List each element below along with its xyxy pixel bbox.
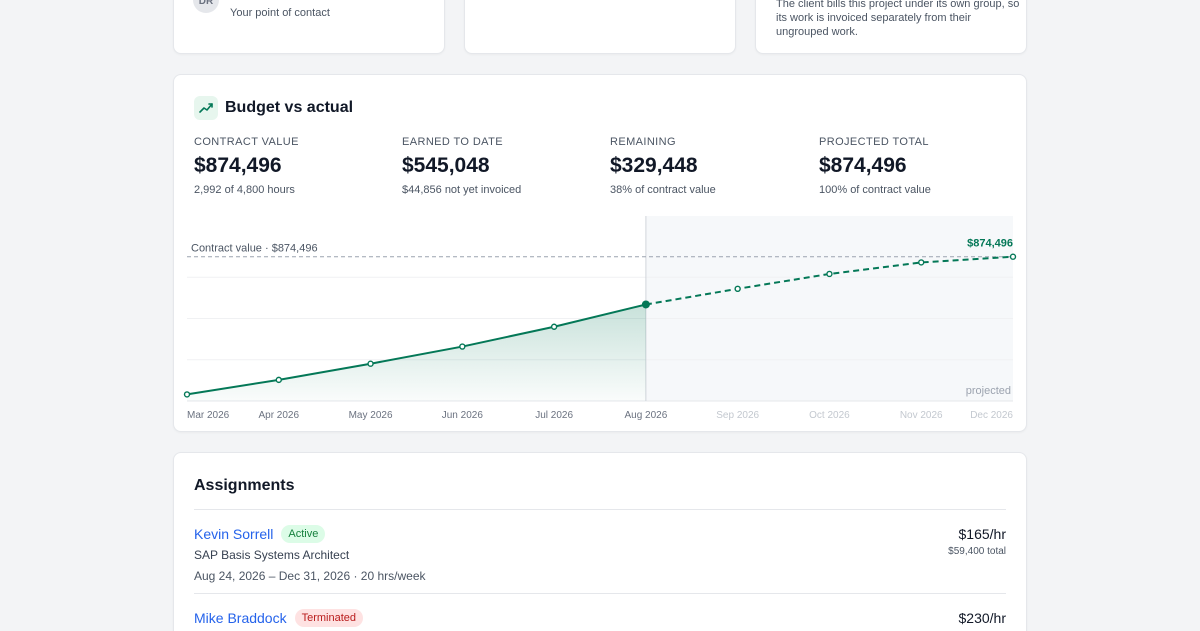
projected-point [826, 270, 833, 278]
data-point [459, 343, 466, 350]
data-point [367, 360, 374, 367]
data-point [275, 376, 282, 384]
stat-remaining: REMAINING $329,448 38% of contract value [610, 136, 716, 196]
hourly-rate: $230/hr [958, 610, 1006, 626]
projected-point [734, 285, 741, 293]
contact-subtitle: Your point of contact [230, 7, 330, 19]
rate-total: $59,400 total [948, 546, 1006, 557]
divider [194, 509, 1006, 510]
billing-group-card: The client bills this project under its … [755, 0, 1027, 54]
projected-region [645, 216, 1013, 401]
projected-point [918, 259, 925, 266]
stat-sub: 2,992 of 4,800 hours [194, 184, 295, 196]
middle-card [464, 0, 736, 54]
budget-header: Budget vs actual [194, 96, 353, 120]
earned-series-line [186, 303, 647, 396]
budget-chart: Contract value · $874,496 $874,496 project… [183, 216, 1017, 421]
assignee-link[interactable]: Kevin Sorrell [194, 526, 274, 542]
x-tick-label: Apr 2026 [258, 410, 299, 421]
stat-label: REMAINING [610, 136, 676, 148]
stat-sub: 38% of contract value [610, 184, 716, 196]
contract-value-label: Contract value · $874,496 [191, 243, 318, 255]
stat-value: $329,448 [610, 154, 698, 177]
stat-value: $545,048 [402, 154, 490, 177]
divider [194, 593, 1006, 594]
stat-projected-total: PROJECTED TOTAL $874,496 100% of contrac… [819, 136, 931, 196]
billing-note: The client bills this project under its … [776, 0, 1020, 38]
stat-earned-to-date: EARNED TO DATE $545,048 $44,856 not yet … [402, 136, 521, 196]
contact-card: DR Your point of contact [173, 0, 445, 54]
assignee-role: SAP Basis Systems Architect [194, 548, 350, 562]
assignment-dates: Aug 24, 2026 – Dec 31, 2026 · 20 hrs/wee… [194, 569, 426, 583]
projected-label: projected [966, 385, 1011, 397]
assignee-link[interactable]: Mike Braddock [194, 610, 287, 626]
earned-area [187, 304, 646, 401]
current-point [641, 300, 650, 309]
assignments-title: Assignments [194, 477, 295, 494]
status-badge: Active [281, 525, 326, 543]
stat-value: $874,496 [819, 154, 907, 177]
projected-series-line [645, 255, 1014, 306]
budget-title: Budget vs actual [225, 99, 354, 116]
projected-end-label: $874,496 [967, 238, 1013, 250]
projected-point [1009, 253, 1017, 260]
data-point [550, 323, 558, 330]
hourly-rate: $165/hr [958, 526, 1006, 542]
x-tick-label: Nov 2026 [900, 410, 943, 421]
budget-card: Budget vs actual CONTRACT VALUE $874,496… [173, 74, 1027, 432]
stat-sub: 100% of contract value [819, 184, 931, 196]
assignment-item: Kevin Sorrell Active SAP Basis Systems A… [194, 525, 426, 583]
x-tick-label: Sep 2026 [716, 410, 759, 421]
x-tick-label: Mar 2026 [187, 410, 230, 421]
stat-contract-value: CONTRACT VALUE $874,496 2,992 of 4,800 h… [194, 136, 299, 196]
stat-sub: $44,856 not yet invoiced [402, 184, 522, 196]
x-tick-label: Oct 2026 [809, 410, 850, 421]
stat-label: CONTRACT VALUE [194, 136, 299, 148]
x-tick-label: May 2026 [349, 410, 393, 421]
assignment-item: Mike Braddock Terminated [194, 609, 364, 627]
status-badge: Terminated [294, 609, 364, 627]
x-tick-label: Aug 2026 [624, 410, 667, 421]
assignment-rate: $230/hr [959, 610, 1006, 626]
data-point [183, 391, 191, 398]
assignments-card: Assignments Kevin Sorrell Active SAP Bas… [173, 452, 1027, 631]
avatar: DR [193, 0, 219, 13]
x-tick-label: Jul 2026 [535, 410, 573, 421]
stat-label: PROJECTED TOTAL [819, 136, 929, 148]
x-tick-label: Dec 2026 [970, 410, 1013, 421]
trend-up-icon [194, 96, 218, 120]
assignment-rate: $165/hr $59,400 total [948, 526, 1006, 557]
stat-label: EARNED TO DATE [402, 136, 503, 148]
x-tick-label: Jun 2026 [442, 410, 484, 421]
stat-value: $874,496 [194, 154, 282, 177]
